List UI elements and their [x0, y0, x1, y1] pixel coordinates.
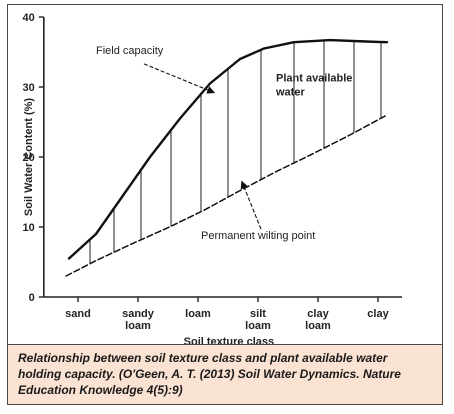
axes [38, 16, 402, 302]
x-tick-label: clay [307, 308, 329, 320]
caption-text: Relationship between soil texture class … [18, 351, 401, 397]
x-tick-label: loam [305, 320, 331, 332]
plant-available-water-hatching [89, 40, 382, 264]
annotation-label: Permanent wilting point [201, 230, 315, 242]
permanent-wilting-point-line [65, 114, 388, 277]
y-tick-label: 30 [23, 82, 35, 94]
y-axis-title: Soil Water Content (%) [23, 98, 35, 216]
x-axis-title: Soil texture class [184, 336, 275, 345]
y-tick-label: 20 [23, 152, 35, 164]
y-tick-label: 40 [23, 12, 35, 24]
field-capacity-line [67, 38, 389, 260]
series-lines [65, 38, 389, 277]
x-tick-label: sandy [122, 308, 155, 320]
annotation-arrow [143, 63, 216, 94]
x-tick-label: loam [125, 320, 151, 332]
y-tick-label: 10 [23, 222, 35, 234]
figure-frame: 0 10 20 30 40 sand sandy loam loam silt loam clay lo… [7, 4, 443, 405]
x-tick-label: sand [65, 308, 91, 320]
x-tick-label: loam [185, 308, 211, 320]
annotation-label: Field capacity [96, 45, 164, 57]
figure-caption: Relationship between soil texture class … [7, 344, 443, 405]
annotation-label: Plant available [276, 72, 352, 84]
annotation-arrow [240, 180, 262, 230]
annotation-label: water [275, 86, 305, 98]
x-tick-label: clay [367, 308, 389, 320]
x-tick-label: loam [245, 320, 271, 332]
y-tick-label: 0 [29, 292, 35, 304]
x-tick-label: silt [250, 308, 266, 320]
